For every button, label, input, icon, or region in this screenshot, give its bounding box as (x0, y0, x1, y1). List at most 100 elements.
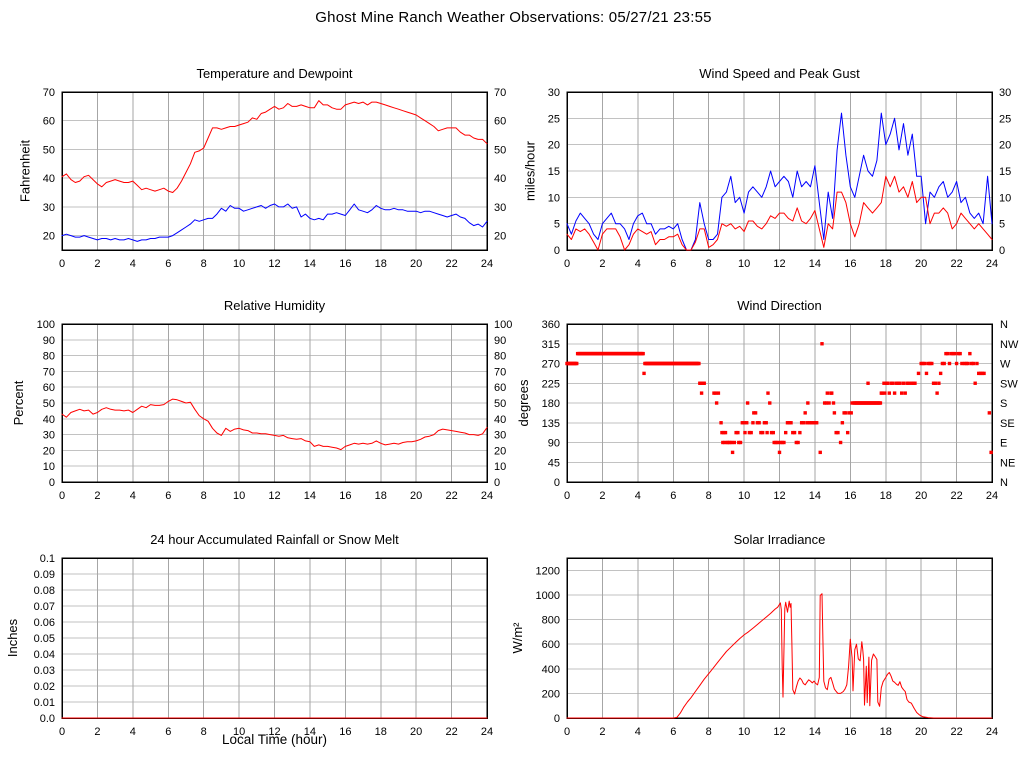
svg-text:10: 10 (548, 192, 560, 204)
y-axis-label-direction: degrees (516, 379, 531, 426)
svg-text:6: 6 (165, 726, 171, 738)
svg-text:0.02: 0.02 (34, 681, 55, 693)
series-relative_humidity (61, 398, 488, 451)
svg-text:18: 18 (880, 726, 892, 738)
svg-text:70: 70 (43, 87, 55, 99)
plot-frame-temperature (61, 91, 488, 251)
x-ticks-rainfall: 0 2 4 6 8 10 12 14 16 18 20 22 24 (59, 726, 493, 738)
y-axis-label-humidity: Percent (11, 380, 26, 425)
y-axis-label-wind: miles/hour (522, 140, 537, 201)
chart-title-relative-humidity: Relative Humidity (223, 298, 326, 313)
svg-text:100: 100 (494, 319, 512, 331)
svg-text:20: 20 (915, 490, 927, 502)
svg-text:80: 80 (43, 351, 55, 363)
svg-text:0: 0 (999, 245, 1005, 257)
svg-text:10: 10 (999, 192, 1011, 204)
svg-text:20: 20 (494, 231, 506, 243)
svg-text:22: 22 (950, 490, 962, 502)
svg-text:4: 4 (635, 258, 641, 270)
svg-text:60: 60 (43, 382, 55, 394)
svg-text:0: 0 (59, 726, 65, 738)
svg-text:20: 20 (915, 726, 927, 738)
svg-text:0.01: 0.01 (34, 697, 55, 709)
svg-text:NW: NW (1000, 339, 1019, 351)
svg-text:400: 400 (542, 664, 560, 676)
svg-text:0: 0 (564, 490, 570, 502)
chart-title-wind-direction: Wind Direction (737, 298, 822, 313)
y-ticks-rainfall: 0.0 0.01 0.02 0.03 0.04 0.05 0.06 0.07 0.08 0.09 0… (34, 553, 55, 725)
svg-text:6: 6 (670, 258, 676, 270)
svg-text:8: 8 (706, 726, 712, 738)
svg-text:2: 2 (94, 258, 100, 270)
svg-text:16: 16 (844, 490, 856, 502)
svg-text:24: 24 (986, 726, 998, 738)
series-solar_irradiance (566, 593, 993, 719)
svg-text:8: 8 (201, 258, 207, 270)
svg-text:0: 0 (494, 477, 500, 489)
svg-text:20: 20 (410, 490, 422, 502)
y-axis-label-rainfall: Inches (5, 618, 20, 657)
svg-text:6: 6 (165, 258, 171, 270)
svg-text:10: 10 (494, 461, 506, 473)
svg-text:14: 14 (809, 490, 821, 502)
svg-text:E: E (1000, 438, 1007, 450)
svg-text:2: 2 (599, 258, 605, 270)
y-axis-label-solar: W/m² (510, 622, 525, 654)
svg-text:180: 180 (542, 398, 560, 410)
svg-text:S: S (1000, 398, 1007, 410)
chart-title-solar-irradiance: Solar Irradiance (733, 532, 826, 547)
grid-humidity (61, 323, 488, 483)
svg-text:12: 12 (773, 726, 785, 738)
svg-text:50: 50 (494, 144, 506, 156)
svg-text:14: 14 (304, 490, 316, 502)
grid-rainfall (61, 557, 488, 719)
svg-text:20: 20 (410, 258, 422, 270)
svg-text:20: 20 (43, 445, 55, 457)
svg-text:30: 30 (494, 202, 506, 214)
svg-text:30: 30 (999, 87, 1011, 99)
series-peak_gust (566, 112, 993, 251)
svg-text:N: N (1000, 319, 1008, 331)
svg-text:4: 4 (635, 490, 641, 502)
x-ticks-direction: 0 2 4 6 8 10 12 14 16 18 20 22 24 (564, 490, 998, 502)
svg-text:2: 2 (94, 490, 100, 502)
svg-text:60: 60 (43, 116, 55, 128)
svg-text:30: 30 (43, 430, 55, 442)
svg-text:315: 315 (542, 339, 560, 351)
svg-text:2: 2 (599, 490, 605, 502)
svg-text:20: 20 (410, 726, 422, 738)
svg-text:25: 25 (999, 113, 1011, 125)
svg-text:16: 16 (339, 258, 351, 270)
svg-text:70: 70 (43, 366, 55, 378)
svg-text:60: 60 (494, 382, 506, 394)
svg-text:16: 16 (844, 258, 856, 270)
y-ticks-humidity: 0 0 10 10 20 20 30 30 40 40 50 50 60 60 70 70 80 80 90 90 10… (37, 319, 513, 489)
svg-text:0: 0 (59, 490, 65, 502)
svg-text:40: 40 (494, 414, 506, 426)
svg-text:10: 10 (233, 258, 245, 270)
svg-text:0: 0 (59, 258, 65, 270)
svg-text:30: 30 (43, 202, 55, 214)
svg-text:70: 70 (494, 366, 506, 378)
svg-text:30: 30 (494, 430, 506, 442)
svg-text:5: 5 (554, 219, 560, 231)
svg-text:18: 18 (375, 726, 387, 738)
chart-title-temperature-dewpoint: Temperature and Dewpoint (196, 66, 353, 81)
svg-text:22: 22 (950, 258, 962, 270)
svg-text:10: 10 (738, 726, 750, 738)
series-wind_direction (565, 342, 993, 455)
svg-text:14: 14 (304, 726, 316, 738)
svg-text:10: 10 (738, 258, 750, 270)
svg-text:14: 14 (304, 258, 316, 270)
plot-frame-solar (566, 557, 993, 719)
svg-text:15: 15 (548, 166, 560, 178)
svg-text:4: 4 (130, 726, 136, 738)
svg-text:4: 4 (130, 258, 136, 270)
svg-text:24: 24 (986, 258, 998, 270)
svg-text:135: 135 (542, 418, 560, 430)
